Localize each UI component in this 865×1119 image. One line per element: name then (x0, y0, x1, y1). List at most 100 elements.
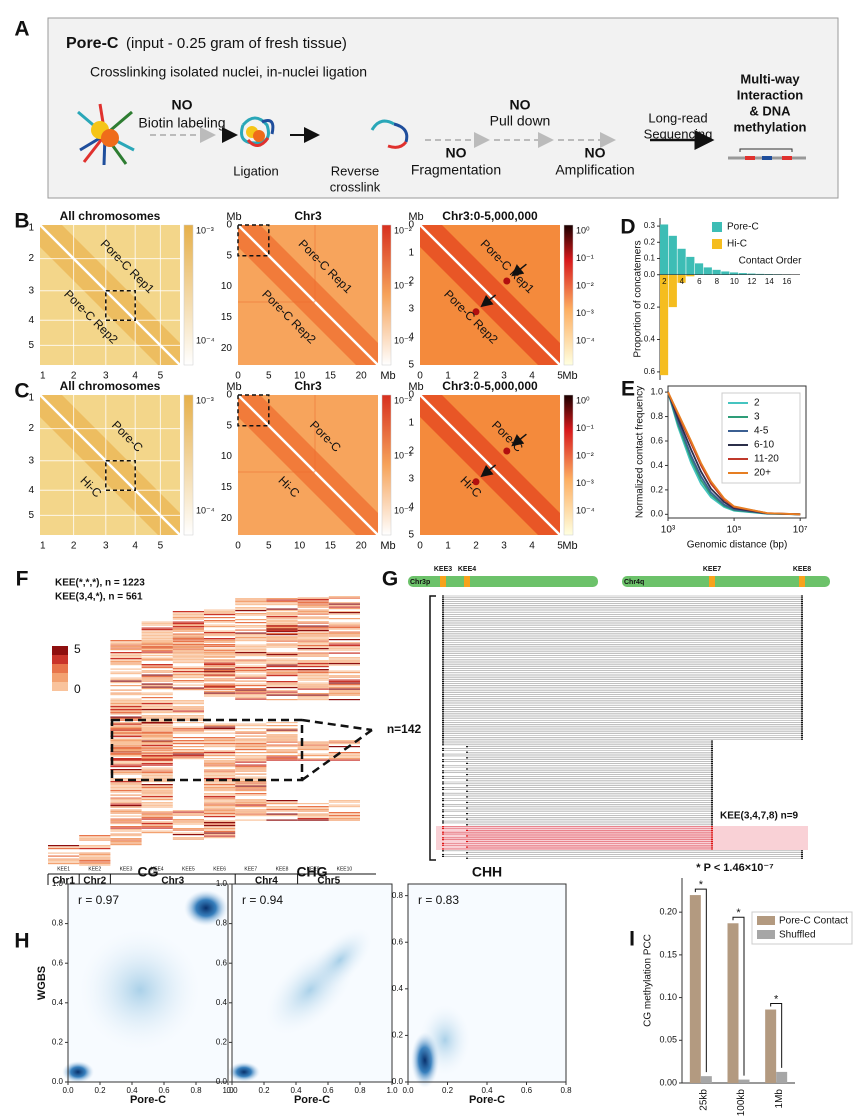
kee-cell (110, 820, 142, 822)
read-end (801, 703, 803, 705)
read-end (442, 805, 444, 807)
kee-cell (266, 694, 298, 696)
kee-cell (328, 756, 360, 758)
kee-cell (328, 663, 360, 665)
kee-cell (110, 747, 142, 749)
map-unit: Mb (408, 211, 423, 223)
kee-cell (204, 750, 236, 752)
read-end (711, 831, 713, 833)
kee-cell (235, 608, 267, 610)
kee-cell (204, 726, 236, 728)
kee-cell (328, 625, 360, 627)
map-y-tick-label: 15 (221, 482, 233, 493)
kee-cell (141, 716, 173, 718)
kee-cell (79, 836, 111, 838)
kee-cell (266, 752, 298, 754)
kee-cell (204, 769, 236, 771)
read-end (442, 725, 444, 727)
kee-cell (110, 738, 142, 740)
kee-cell (204, 695, 236, 697)
kee-cell (235, 691, 267, 693)
kee-cell (172, 662, 204, 664)
kee-cell (297, 630, 329, 632)
kee-cell (141, 827, 173, 829)
kee-cell (141, 651, 173, 653)
kee-cell (172, 731, 204, 733)
read-end (442, 753, 444, 755)
kee-cell (266, 673, 298, 675)
kee-cell (235, 781, 267, 783)
y-tick-label: 0.4 (216, 998, 228, 1007)
kee-cell (328, 642, 360, 644)
kee-cell (297, 755, 329, 757)
scale-swatch (52, 664, 68, 673)
chrom-label: Chr1 (52, 876, 75, 887)
kee-cell (266, 744, 298, 746)
kee-cell (141, 638, 173, 640)
x-tick-label: 12 (747, 277, 756, 286)
kee-cell (297, 648, 329, 650)
map-title: Chr3:0-5,000,000 (442, 379, 538, 393)
colorbar-label: 10⁻⁴ (196, 505, 215, 515)
kee-cell (266, 624, 298, 626)
x-tick-label: 8 (715, 277, 720, 286)
kee-cell (110, 750, 142, 752)
kee-cell (172, 660, 204, 662)
map-x-tick-label: 15 (325, 371, 337, 382)
kee-cell (172, 642, 204, 644)
read-end (466, 785, 468, 787)
kee-cell (141, 700, 173, 702)
x-tick-label: 100kb (736, 1089, 747, 1117)
kee-cell (48, 855, 80, 857)
kee-cell (141, 729, 173, 731)
kee-cell (110, 800, 142, 802)
read-end (711, 775, 713, 778)
kee-cell (204, 692, 236, 694)
kee-cell (48, 860, 80, 862)
kee-cell (79, 848, 111, 850)
kee-cell (235, 613, 267, 615)
read-end (711, 785, 713, 787)
kee-cell (110, 725, 142, 727)
kee-cell (204, 828, 236, 830)
kee-cell (266, 608, 298, 610)
kee-cell (297, 597, 329, 599)
map-title: All chromosomes (60, 209, 161, 223)
kee-cell (110, 753, 142, 755)
read-end (801, 857, 803, 859)
kee-cell (141, 688, 173, 690)
read-end (801, 723, 803, 725)
kee-cell (235, 646, 267, 648)
kee-cell (110, 823, 142, 825)
kee-cell (235, 685, 267, 687)
kee-cell (297, 606, 329, 608)
y-tick-label: 0.4 (52, 998, 64, 1007)
map-y-tick-label: 1 (408, 418, 414, 429)
map-x-tick-label: 15 (325, 541, 337, 552)
read-end (801, 649, 803, 651)
scale-swatch (52, 673, 68, 682)
plot-frame (231, 883, 393, 1083)
kee-cell (204, 816, 236, 818)
kee-cell (110, 758, 142, 760)
kee-cell (328, 675, 360, 677)
kee-cell (141, 763, 173, 765)
read-end (711, 803, 713, 805)
kee-cell (172, 838, 204, 840)
kee-cell (141, 680, 173, 682)
bar (660, 274, 669, 376)
read-end (711, 779, 713, 781)
read-end (801, 656, 803, 658)
kee-cell (328, 753, 360, 755)
x-axis-label: Pore-C (130, 1094, 166, 1106)
kee-cell (79, 839, 111, 841)
map-y-tick-label: 5 (226, 250, 232, 261)
kee-cell (235, 625, 267, 627)
kee-cell (141, 658, 173, 660)
kee-cell (204, 825, 236, 827)
kee-cell (110, 781, 142, 783)
selection-link (301, 718, 373, 732)
map-y-tick-label: 2 (28, 423, 34, 434)
kee-cell (204, 758, 236, 760)
kee-cell (297, 810, 329, 812)
